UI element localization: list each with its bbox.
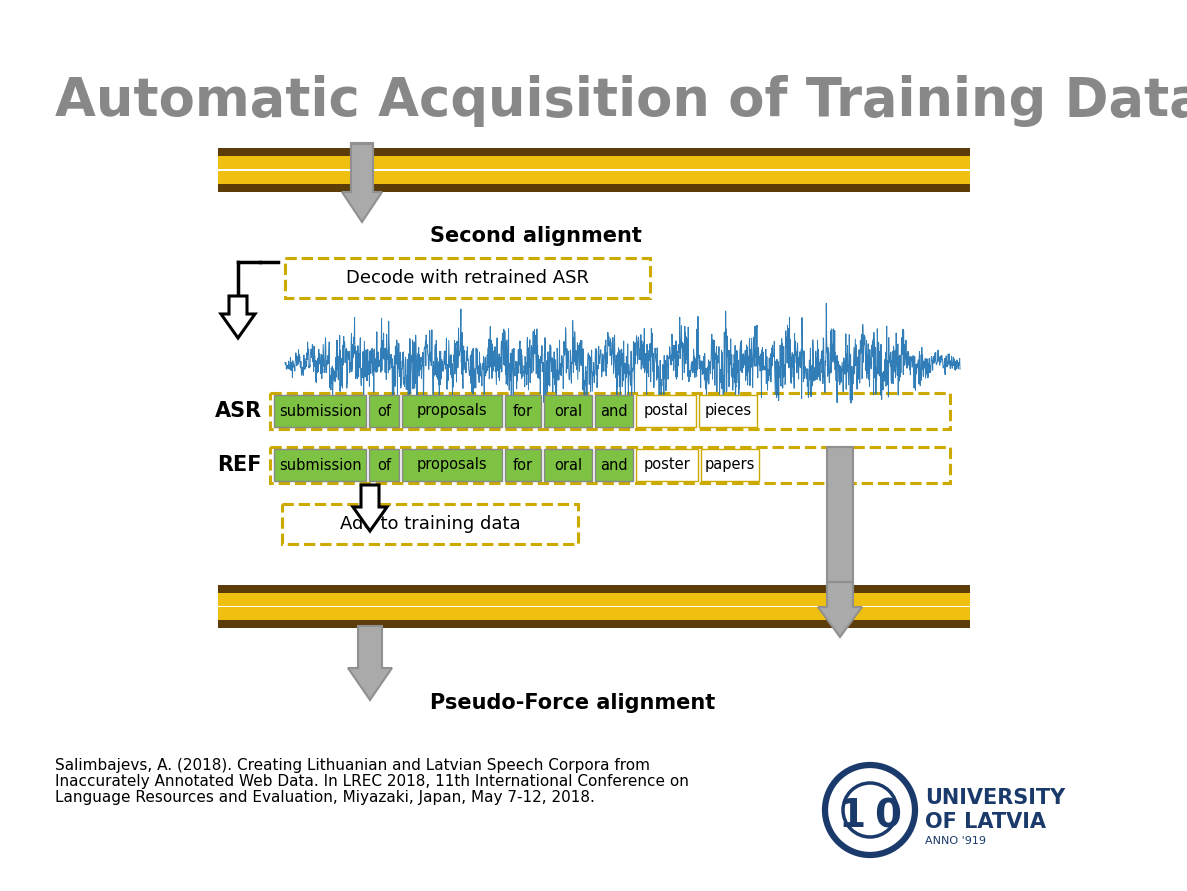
Text: and: and — [601, 457, 628, 472]
Bar — [218, 156, 970, 169]
Bar — [285, 258, 650, 298]
Bar — [218, 593, 970, 606]
Text: proposals: proposals — [417, 457, 488, 472]
Text: Decode with retrained ASR: Decode with retrained ASR — [345, 269, 589, 287]
Bar — [274, 395, 366, 427]
Text: proposals: proposals — [417, 404, 488, 419]
Bar — [504, 449, 541, 481]
Polygon shape — [348, 626, 392, 700]
Bar — [544, 449, 592, 481]
Text: of: of — [377, 457, 391, 472]
Bar — [218, 171, 970, 184]
Polygon shape — [353, 485, 387, 531]
Bar — [274, 449, 366, 481]
Text: for: for — [513, 457, 533, 472]
Text: OF LATVIA: OF LATVIA — [925, 812, 1046, 832]
Text: Language Resources and Evaluation, Miyazaki, Japan, May 7-12, 2018.: Language Resources and Evaluation, Miyaz… — [55, 790, 595, 805]
Bar — [369, 449, 399, 481]
Bar — [827, 447, 853, 587]
Text: for: for — [513, 404, 533, 419]
Bar — [283, 504, 578, 544]
Text: Pseudo-Force alignment: Pseudo-Force alignment — [430, 693, 716, 713]
Text: and: and — [601, 404, 628, 419]
Bar — [402, 395, 502, 427]
Bar — [402, 449, 502, 481]
Text: UNIVERSITY: UNIVERSITY — [925, 788, 1065, 808]
Bar — [351, 143, 373, 153]
Bar — [218, 620, 970, 628]
Bar — [702, 449, 758, 481]
Bar — [218, 184, 970, 192]
Text: papers: papers — [705, 457, 755, 472]
Text: REF: REF — [217, 455, 262, 475]
Text: ASR: ASR — [215, 401, 262, 421]
Text: ANNO '919: ANNO '919 — [925, 836, 986, 846]
Bar — [636, 395, 696, 427]
Bar — [218, 606, 970, 608]
Text: postal: postal — [643, 404, 688, 419]
Text: of: of — [377, 404, 391, 419]
Polygon shape — [221, 296, 255, 338]
Text: oral: oral — [554, 457, 582, 472]
Text: oral: oral — [554, 404, 582, 419]
Bar — [636, 449, 698, 481]
Polygon shape — [342, 144, 382, 222]
Text: poster: poster — [643, 457, 691, 472]
Bar — [699, 395, 757, 427]
Bar — [269, 393, 950, 429]
Bar — [595, 395, 633, 427]
Text: submission: submission — [279, 457, 361, 472]
Text: Add to training data: Add to training data — [339, 515, 520, 533]
Text: Salimbajevs, A. (2018). Creating Lithuanian and Latvian Speech Corpora from: Salimbajevs, A. (2018). Creating Lithuan… — [55, 758, 650, 773]
Bar — [369, 395, 399, 427]
Bar — [218, 608, 970, 620]
Text: Inaccurately Annotated Web Data. In LREC 2018, 11th International Conference on: Inaccurately Annotated Web Data. In LREC… — [55, 774, 688, 789]
Text: 1: 1 — [838, 797, 865, 835]
Bar — [504, 395, 541, 427]
Bar — [218, 169, 970, 171]
Text: 0: 0 — [875, 797, 901, 835]
Bar — [595, 449, 633, 481]
Bar — [269, 447, 950, 483]
Polygon shape — [818, 582, 862, 637]
Text: Automatic Acquisition of Training Data: Automatic Acquisition of Training Data — [55, 75, 1187, 127]
Bar — [218, 148, 970, 156]
Text: submission: submission — [279, 404, 361, 419]
Bar — [544, 395, 592, 427]
Bar — [218, 585, 970, 593]
Text: pieces: pieces — [704, 404, 751, 419]
Text: Second alignment: Second alignment — [430, 226, 642, 246]
